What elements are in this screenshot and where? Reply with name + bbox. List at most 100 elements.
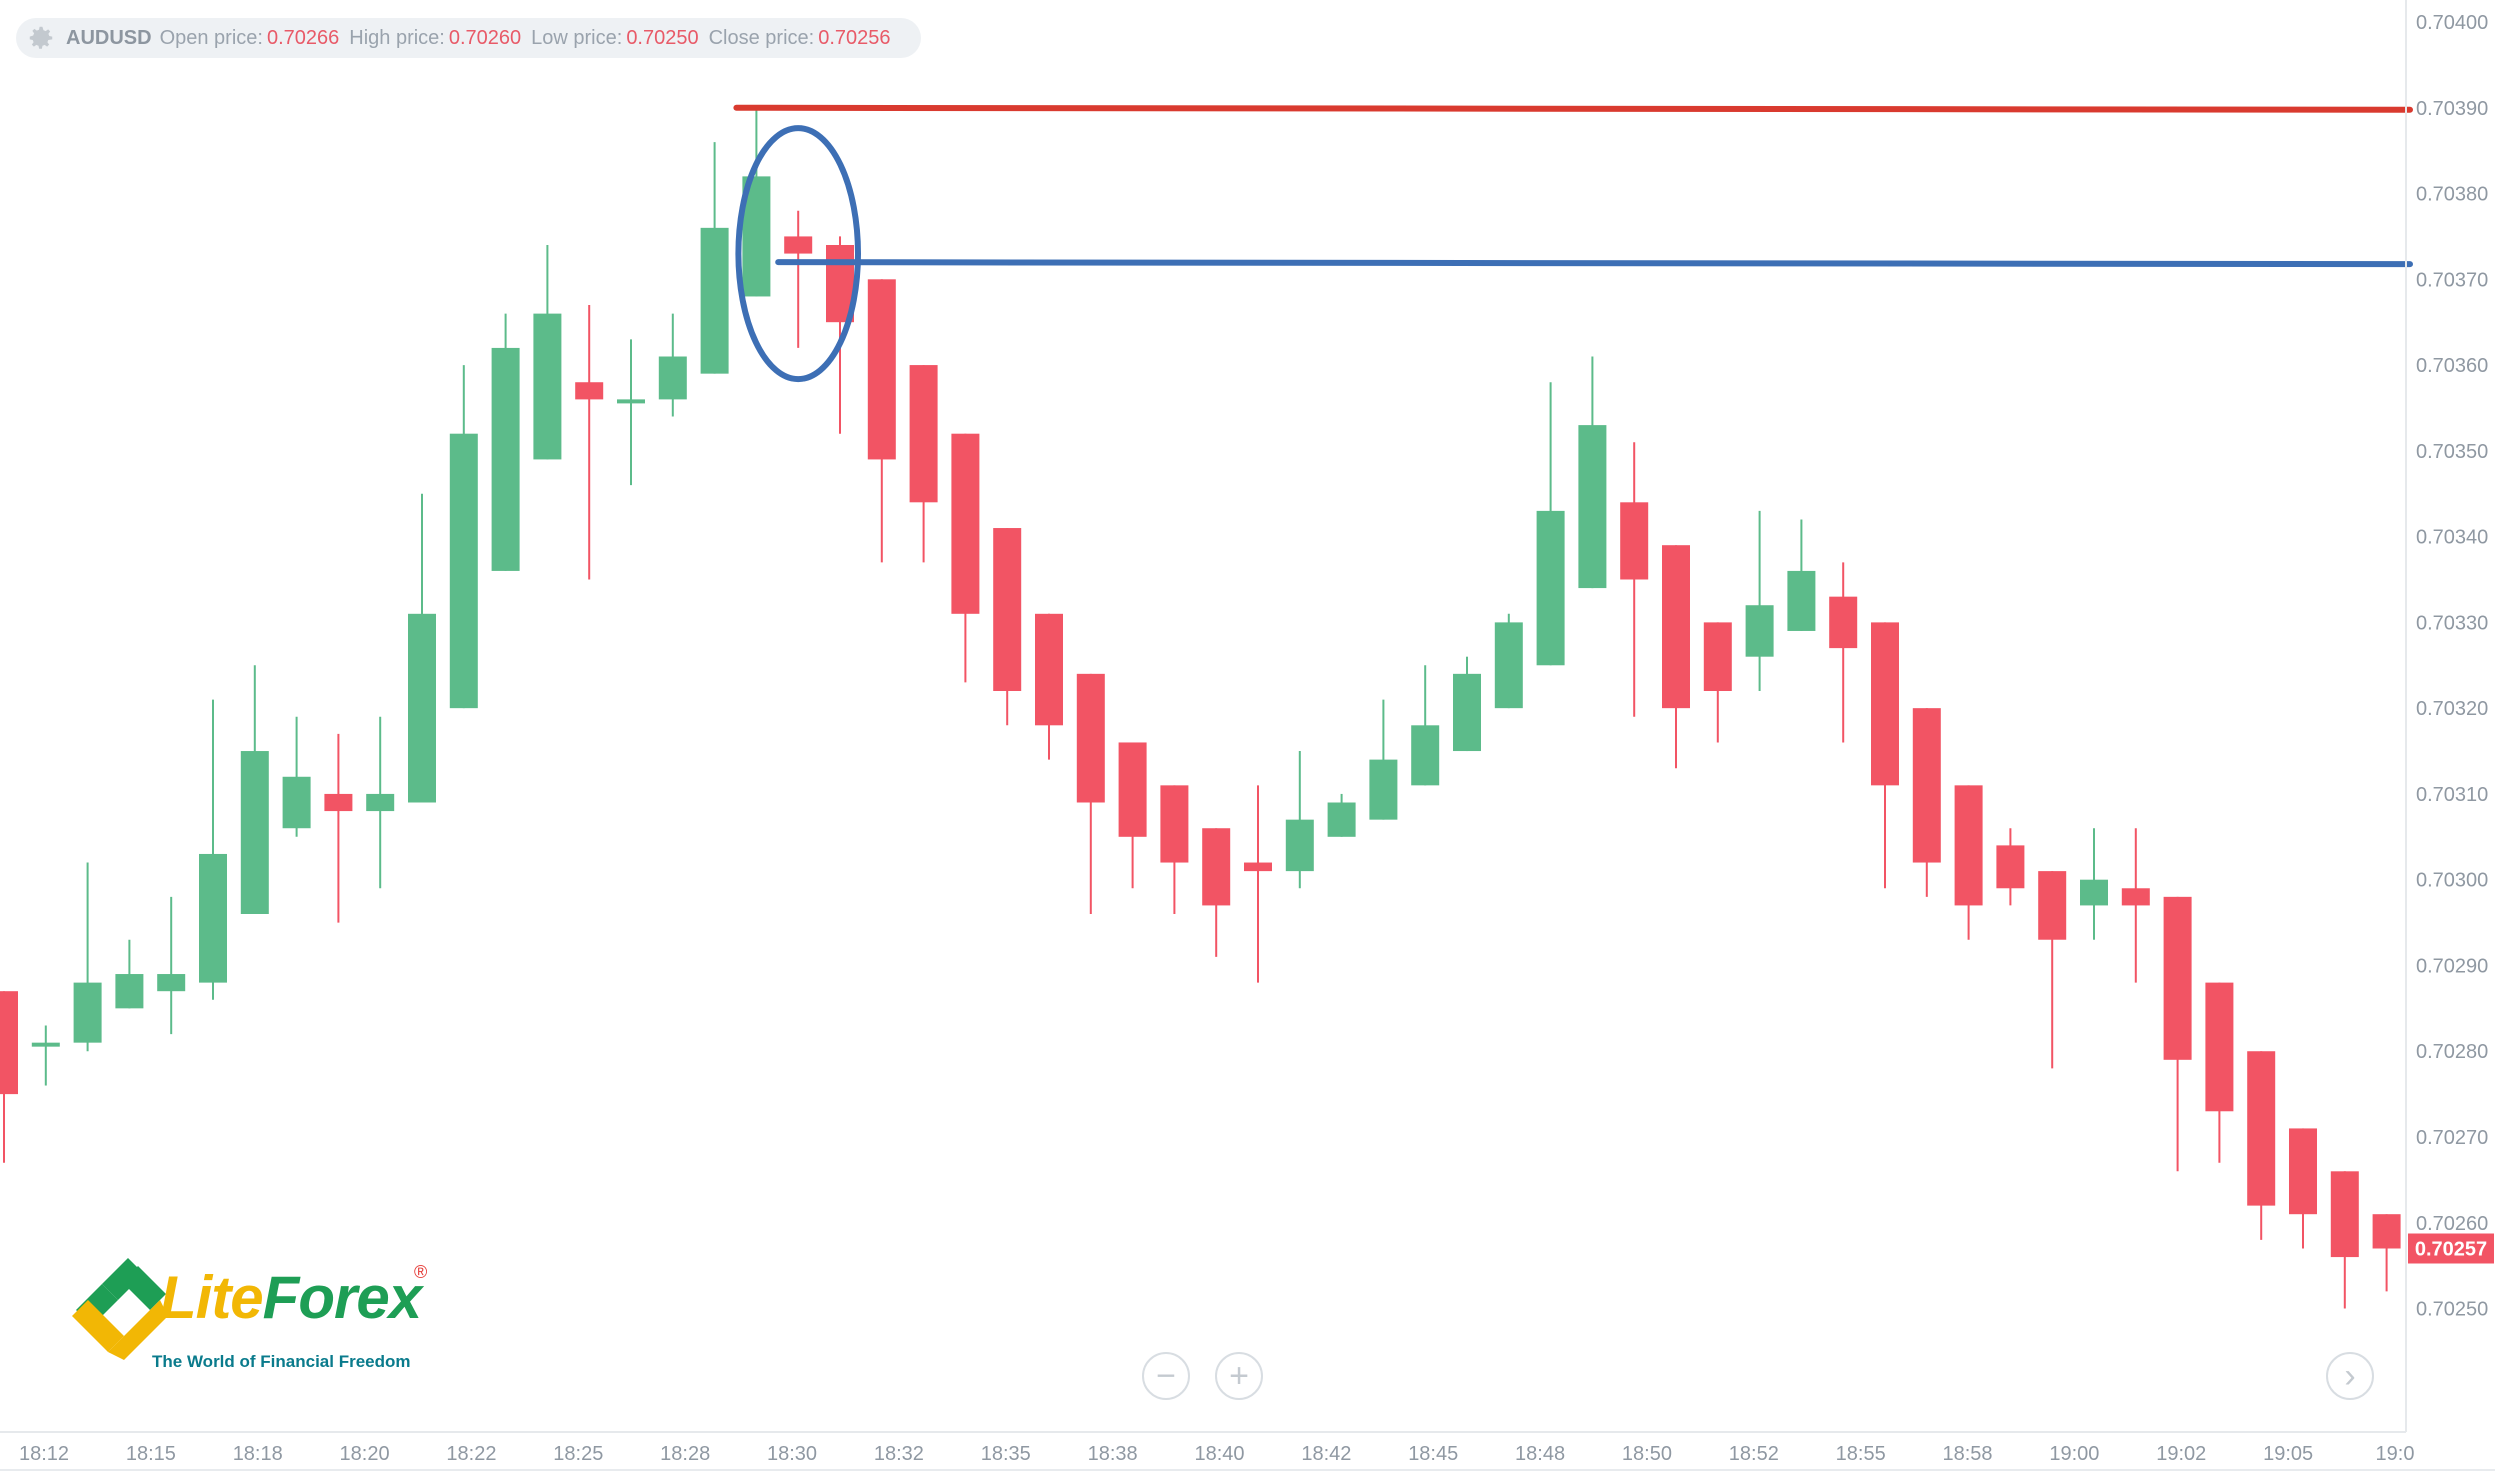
candle-body [491, 347, 520, 571]
candle [1829, 562, 1858, 743]
price-tick-label: 0.70350 [2416, 441, 2488, 463]
logo-wordmark: LiteForex [160, 1264, 422, 1331]
candle-body [1620, 502, 1649, 580]
time-tick-label: 19:0 [2376, 1443, 2415, 1465]
price-tick-label: 0.70250 [2416, 1299, 2488, 1321]
candle [1745, 510, 1774, 691]
candle [31, 1025, 60, 1086]
candle-body [1494, 622, 1523, 709]
candle-body [2289, 1128, 2317, 1215]
zoom-in-button[interactable]: + [1215, 1352, 1263, 1400]
candle-body [951, 433, 980, 614]
price-tag-background [2408, 1233, 2494, 1264]
candle [2330, 1171, 2359, 1309]
time-tick-label: 18:18 [233, 1443, 283, 1465]
candle [1453, 656, 1481, 752]
candle [784, 210, 813, 348]
candle [240, 665, 269, 914]
candle-body [31, 1042, 60, 1047]
candle-body [1829, 596, 1858, 649]
scroll-right-button[interactable]: › [2326, 1352, 2374, 1400]
candle-body [1035, 613, 1063, 726]
time-tick-label: 18:52 [1729, 1443, 1779, 1465]
candle [491, 313, 520, 571]
candle-body [1202, 828, 1231, 906]
candle-body [1954, 785, 1983, 906]
price-tick-label: 0.70310 [2416, 784, 2488, 806]
candle-body [1076, 673, 1105, 803]
price-tick-label: 0.70390 [2416, 98, 2488, 120]
price-tick-label: 0.70320 [2416, 698, 2488, 720]
annotations-layer [733, 104, 2413, 383]
candle [1662, 545, 1690, 769]
candle-body [0, 991, 18, 1095]
price-tick-label: 0.70300 [2416, 870, 2488, 892]
candle-body [617, 399, 645, 404]
candle-body [1411, 725, 1440, 786]
time-tick-label: 18:55 [1836, 1443, 1886, 1465]
candle [1202, 828, 1231, 957]
candle-body [73, 982, 102, 1043]
time-tick-label: 18:15 [126, 1443, 176, 1465]
candle-body [867, 279, 896, 460]
price-tick-label: 0.70380 [2416, 184, 2488, 206]
price-axis-labels: 0.70400 0.70390 0.70380 0.70370 0.70360 0.703… [2416, 12, 2488, 1321]
candle [157, 896, 186, 1035]
candle-body [2205, 982, 2234, 1112]
candle [1411, 665, 1440, 786]
chevron-right-icon: › [2344, 1357, 2356, 1395]
candle [1787, 519, 1816, 631]
candle [73, 862, 102, 1052]
time-tick-label: 18:50 [1622, 1443, 1672, 1465]
candle [1327, 793, 1356, 837]
candle-body [993, 528, 1022, 691]
candle-body [1453, 673, 1481, 752]
candle [1494, 613, 1523, 709]
candle [658, 313, 687, 417]
candle [909, 365, 938, 563]
zoom-out-button[interactable]: − [1142, 1352, 1190, 1400]
logo-tagline: The World of Financial Freedom [152, 1352, 411, 1371]
time-tick-label: 18:20 [340, 1443, 390, 1465]
candle-body [449, 433, 478, 709]
candle [1035, 613, 1063, 760]
candle-body [1327, 802, 1356, 837]
candle-body [575, 382, 604, 400]
candle-body [1996, 845, 2025, 889]
candle-body [909, 365, 938, 503]
candle [115, 939, 144, 1009]
candle [1244, 785, 1272, 983]
time-tick-label: 18:25 [553, 1443, 603, 1465]
candle [867, 279, 896, 563]
close-price-value: 0.70256 [818, 26, 891, 49]
time-tick-label: 18:48 [1515, 1443, 1565, 1465]
candle-body [2038, 871, 2067, 940]
time-tick-label: 19:05 [2263, 1443, 2313, 1465]
candle [0, 991, 18, 1163]
time-tick-label: 18:42 [1301, 1443, 1351, 1465]
candle-body [1871, 622, 1899, 786]
candle-body [282, 776, 311, 829]
candle [1285, 751, 1314, 889]
candle [2121, 828, 2150, 983]
candle-body [2372, 1214, 2401, 1249]
candle-body [1703, 622, 1732, 691]
logo-mark-icon [72, 1258, 168, 1360]
candle-body [1662, 545, 1690, 709]
gear-icon[interactable] [26, 23, 56, 53]
candle [2372, 1214, 2401, 1292]
price-tick-label: 0.70370 [2416, 269, 2488, 291]
candle [282, 716, 311, 837]
candle-body [2330, 1171, 2359, 1258]
time-tick-label: 18:45 [1408, 1443, 1458, 1465]
candle-body [1369, 759, 1398, 820]
candle-body [658, 356, 687, 400]
candle [1703, 622, 1732, 743]
price-tick-label: 0.70260 [2416, 1213, 2488, 1235]
candle [1160, 785, 1189, 914]
candle [993, 528, 1022, 726]
candle-body [2247, 1051, 2276, 1206]
candle [1620, 442, 1649, 717]
